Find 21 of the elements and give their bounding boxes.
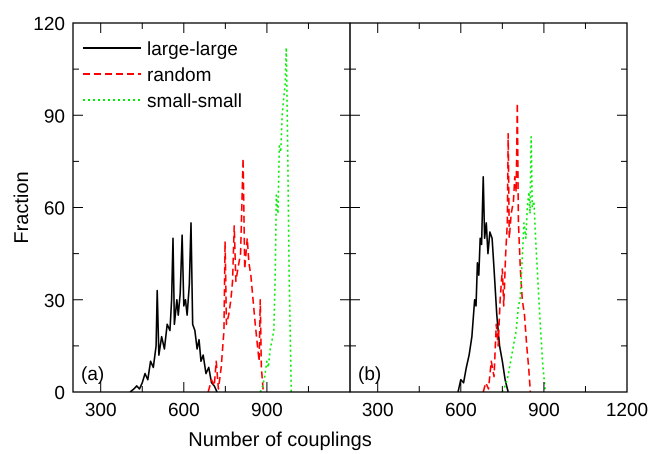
legend-label: large-large bbox=[147, 39, 238, 60]
x-tick-label: 300 bbox=[362, 400, 394, 421]
y-tick-label: 90 bbox=[44, 106, 65, 128]
y-tick-label: 0 bbox=[54, 383, 65, 404]
annotation: (b) bbox=[358, 364, 382, 385]
y-axis-title: Fraction bbox=[11, 171, 33, 244]
y-tick-label: 120 bbox=[33, 14, 65, 35]
line-series bbox=[207, 158, 264, 393]
x-tick-label: 900 bbox=[528, 400, 560, 421]
x-tick-label: 600 bbox=[168, 400, 200, 421]
y-tick-label: 60 bbox=[44, 198, 65, 220]
legend-label: random bbox=[147, 65, 212, 86]
legend-label: small-small bbox=[147, 91, 242, 112]
x-tick-label: 1200 bbox=[606, 400, 648, 421]
x-tick-label: 900 bbox=[251, 400, 283, 421]
line-series bbox=[259, 46, 292, 393]
x-tick-label: 300 bbox=[84, 400, 117, 421]
annotation: (a) bbox=[81, 364, 104, 385]
x-tick-label: 600 bbox=[444, 400, 477, 421]
y-tick-label: 30 bbox=[44, 290, 65, 312]
x-axis-title: Number of couplings bbox=[188, 429, 372, 451]
